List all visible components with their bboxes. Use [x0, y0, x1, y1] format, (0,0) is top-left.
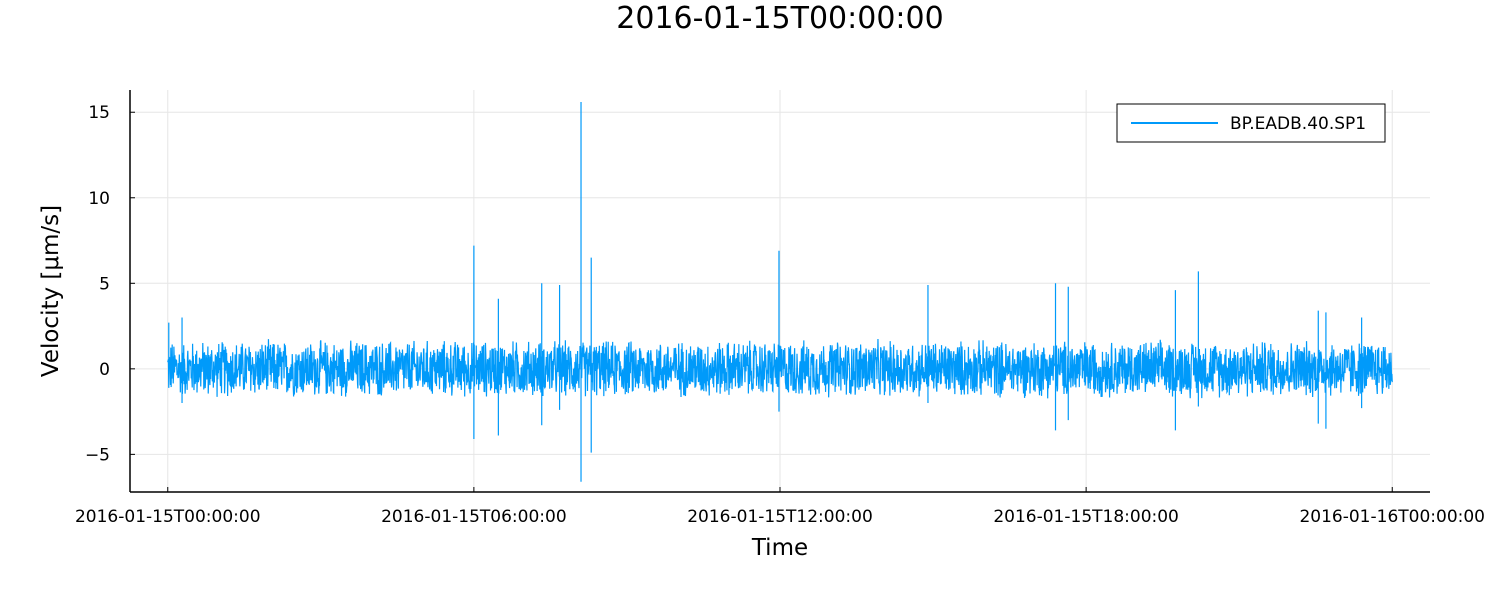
x-axis-label: Time	[751, 535, 808, 561]
x-tick-label: 2016-01-16T00:00:00	[1299, 507, 1485, 527]
legend-label: BP.EADB.40.SP1	[1230, 114, 1366, 134]
y-tick-label: 0	[99, 360, 110, 380]
x-ticks: 2016-01-15T00:00:00 2016-01-15T06:00:00 20…	[75, 487, 1485, 527]
y-axis-label: Velocity [μm/s]	[38, 205, 64, 377]
legend: BP.EADB.40.SP1	[1116, 103, 1386, 143]
y-tick-label: 5	[99, 274, 110, 294]
y-tick-label: 10	[88, 189, 110, 209]
plot-area	[167, 101, 1393, 482]
x-tick-label: 2016-01-15T06:00:00	[381, 507, 567, 527]
y-tick-label: 15	[88, 103, 110, 123]
x-tick-label: 2016-01-15T18:00:00	[993, 507, 1179, 527]
series-line	[167, 101, 1393, 482]
grid	[130, 90, 1430, 492]
chart-title: 2016-01-15T00:00:00	[616, 1, 943, 36]
y-ticks: −5 0 5 10 15	[85, 103, 135, 465]
x-tick-label: 2016-01-15T12:00:00	[687, 507, 873, 527]
x-tick-label: 2016-01-15T00:00:00	[75, 507, 261, 527]
y-tick-label: −5	[85, 445, 110, 465]
